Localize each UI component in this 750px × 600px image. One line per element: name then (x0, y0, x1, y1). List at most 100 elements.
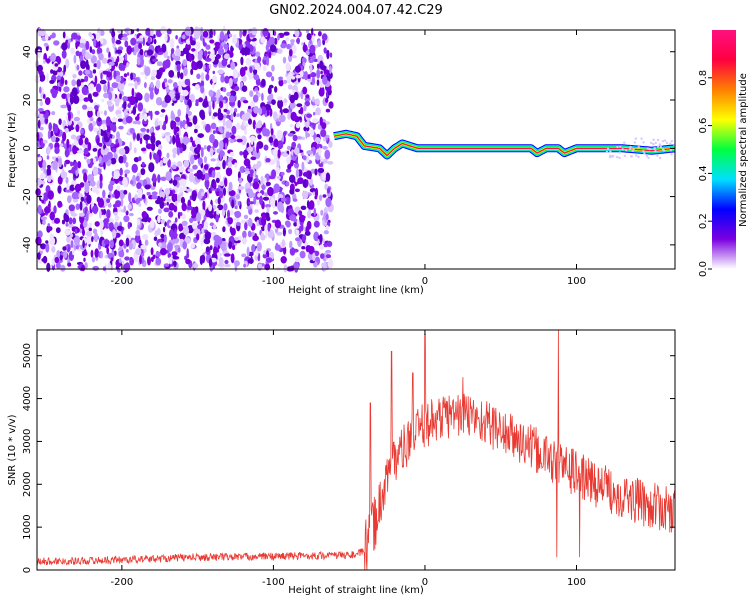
noise-dot (77, 161, 82, 169)
noise-dot (253, 62, 261, 70)
noise-dot (301, 190, 309, 199)
noise-dot (219, 150, 223, 161)
noise-dot (225, 167, 233, 177)
noise-dot (212, 112, 219, 117)
noise-dot (140, 127, 147, 132)
noise-dot (325, 172, 331, 182)
noise-dot (191, 192, 197, 202)
noise-dot (269, 44, 277, 53)
noise-dot (60, 76, 65, 85)
noise-dot (202, 37, 205, 46)
noise-dot (54, 146, 60, 154)
noise-dot (172, 179, 178, 186)
noise-dot (125, 116, 133, 124)
noise-dot (243, 66, 248, 71)
noise-dot (326, 49, 330, 60)
noise-dot (118, 239, 124, 247)
noise-dot (252, 150, 258, 157)
noise-dot (45, 243, 50, 253)
noise-dot (262, 127, 268, 137)
noise-dot (229, 107, 233, 114)
noise-dot (192, 164, 198, 170)
noise-dot (288, 228, 293, 235)
noise-dot (235, 199, 239, 208)
halo-dot (632, 148, 635, 151)
noise-dot (295, 168, 300, 178)
noise-dot (229, 151, 235, 157)
noise-dot (102, 208, 107, 215)
noise-dot (223, 203, 228, 211)
noise-dot (267, 86, 272, 95)
noise-dot (88, 83, 95, 91)
noise-dot (226, 114, 231, 119)
noise-dot (98, 126, 101, 136)
y-tick-label: 20 (22, 94, 33, 107)
noise-dot (226, 92, 231, 97)
noise-dot (160, 248, 167, 256)
noise-dot (160, 176, 167, 181)
noise-dot (181, 34, 186, 40)
noise-dot (61, 219, 66, 225)
noise-dot (305, 179, 309, 187)
noise-dot (82, 143, 88, 149)
noise-dot (48, 122, 52, 131)
noise-dot (111, 229, 117, 239)
noise-dot (263, 144, 269, 151)
halo-dot (623, 141, 626, 144)
noise-dot (104, 147, 110, 153)
halo-dot (654, 149, 657, 153)
noise-dot (102, 189, 106, 199)
noise-dot (125, 237, 130, 247)
noise-dot (144, 92, 150, 103)
noise-dot (321, 33, 328, 41)
noise-dot (172, 164, 177, 170)
noise-dot (201, 254, 206, 263)
x-tick-label: -200 (111, 276, 134, 287)
noise-dot (209, 133, 215, 144)
noise-dot (138, 156, 142, 162)
noise-dot (227, 217, 233, 225)
x-axis-label: Height of straight line (km) (288, 585, 424, 596)
noise-dot (155, 257, 162, 266)
noise-dot (128, 192, 132, 203)
noise-dot (116, 185, 121, 191)
noise-dot (175, 134, 180, 144)
noise-dot (289, 101, 296, 109)
noise-dot (51, 246, 56, 253)
noise-dot (130, 72, 134, 81)
noise-dot (164, 221, 167, 227)
noise-dot (128, 106, 132, 114)
chart-title: GN02.2024.004.07.42.C29 (269, 3, 443, 18)
noise-dot (82, 240, 85, 249)
colorbar-tick-label: 0.8 (698, 70, 709, 86)
noise-dot (124, 173, 128, 178)
noise-dot (255, 90, 259, 95)
noise-dot (122, 33, 128, 38)
noise-dot (314, 137, 321, 144)
noise-dot (195, 41, 201, 50)
noise-dot (230, 253, 235, 264)
noise-dot (78, 70, 83, 76)
noise-dot (203, 238, 211, 245)
noise-dot (50, 69, 54, 74)
noise-dot (143, 113, 148, 122)
noise-dot (306, 33, 312, 41)
noise-dot (282, 102, 287, 106)
noise-dot (158, 144, 163, 150)
noise-dot (112, 134, 115, 139)
halo-dot (662, 149, 666, 152)
noise-dot (318, 163, 323, 168)
noise-dot (159, 114, 165, 118)
noise-dot (53, 40, 60, 46)
noise-dot (73, 54, 77, 64)
noise-dot (189, 35, 193, 43)
noise-dot (232, 68, 238, 79)
noise-dot (322, 219, 325, 226)
noise-dot (243, 214, 249, 220)
noise-dot (104, 110, 107, 116)
noise-dot (320, 253, 325, 259)
noise-dot (189, 154, 195, 165)
noise-dot (180, 137, 183, 142)
y-tick-label: -20 (22, 188, 33, 204)
noise-dot (113, 82, 119, 87)
